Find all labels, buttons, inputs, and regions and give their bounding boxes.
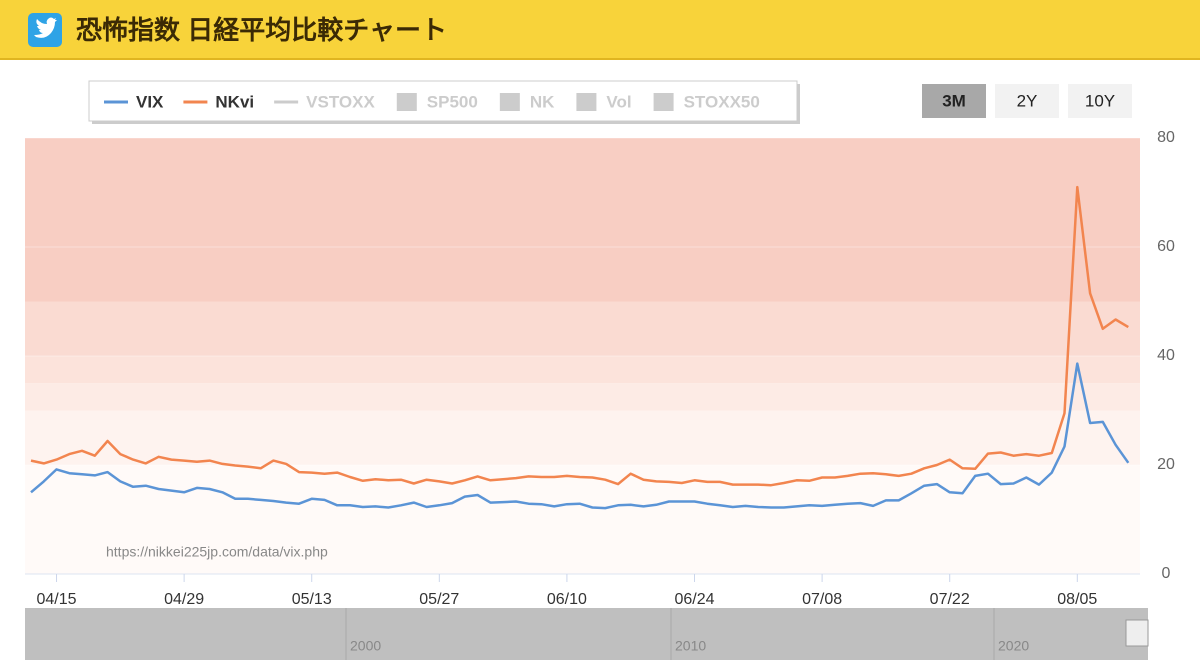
legend-label[interactable]: Vol xyxy=(606,92,631,111)
range-button[interactable] xyxy=(1068,84,1132,118)
series-line xyxy=(30,362,1130,510)
navigator-label: 2020 xyxy=(998,638,1029,654)
navigator-handle[interactable] xyxy=(1125,619,1149,647)
range-button-label[interactable]: 2Y xyxy=(1017,91,1038,110)
x-tick-label: 08/05 xyxy=(1057,591,1097,608)
y-tick-label: 20 xyxy=(1157,456,1175,473)
legend-label[interactable]: NK xyxy=(530,92,555,111)
x-tick-label: 04/15 xyxy=(36,591,76,608)
legend-symbol xyxy=(499,93,520,111)
plot-band xyxy=(25,465,1140,574)
legend-label[interactable]: STOXX50 xyxy=(684,92,760,111)
legend-symbol xyxy=(576,93,597,111)
x-tick-label: 07/08 xyxy=(802,591,842,608)
plot-band xyxy=(25,138,1140,302)
x-tick-label: 06/10 xyxy=(547,591,587,608)
y-tick-label: 40 xyxy=(1157,347,1175,364)
legend-label[interactable]: VIX xyxy=(136,92,164,111)
plot-band xyxy=(25,383,1140,411)
plot-band xyxy=(25,356,1140,384)
plot-band xyxy=(25,301,1140,356)
legend-symbol xyxy=(653,93,674,111)
x-tick-label: 07/22 xyxy=(930,591,970,608)
navigator-label: 2010 xyxy=(675,638,706,654)
navigator-label: 2000 xyxy=(350,638,381,654)
twitter-bird xyxy=(34,17,57,38)
legend-label[interactable]: NKvi xyxy=(215,92,254,111)
legend-label[interactable]: VSTOXX xyxy=(306,92,375,111)
plot-band xyxy=(25,410,1140,465)
source-url: https://nikkei225jp.com/data/vix.php xyxy=(106,544,328,560)
x-tick-label: 06/24 xyxy=(674,591,714,608)
range-button-label[interactable]: 3M xyxy=(942,91,966,110)
y-tick-label: 0 xyxy=(1162,565,1171,582)
x-tick-label: 05/27 xyxy=(419,591,459,608)
series-line xyxy=(30,185,1129,487)
navigator[interactable] xyxy=(25,608,1148,660)
range-button-label[interactable]: 10Y xyxy=(1085,91,1115,110)
page-title: 恐怖指数 日経平均比較チャート xyxy=(76,15,447,45)
legend-symbol xyxy=(396,93,417,111)
header-border xyxy=(0,58,1200,60)
x-tick-label: 04/29 xyxy=(164,591,204,608)
y-tick-label: 80 xyxy=(1157,129,1175,146)
x-tick-label: 05/13 xyxy=(292,591,332,608)
range-button[interactable] xyxy=(995,84,1059,118)
header-bar xyxy=(0,0,1200,60)
range-button[interactable] xyxy=(922,84,986,118)
legend-label[interactable]: SP500 xyxy=(427,92,478,111)
y-tick-label: 60 xyxy=(1157,238,1175,255)
